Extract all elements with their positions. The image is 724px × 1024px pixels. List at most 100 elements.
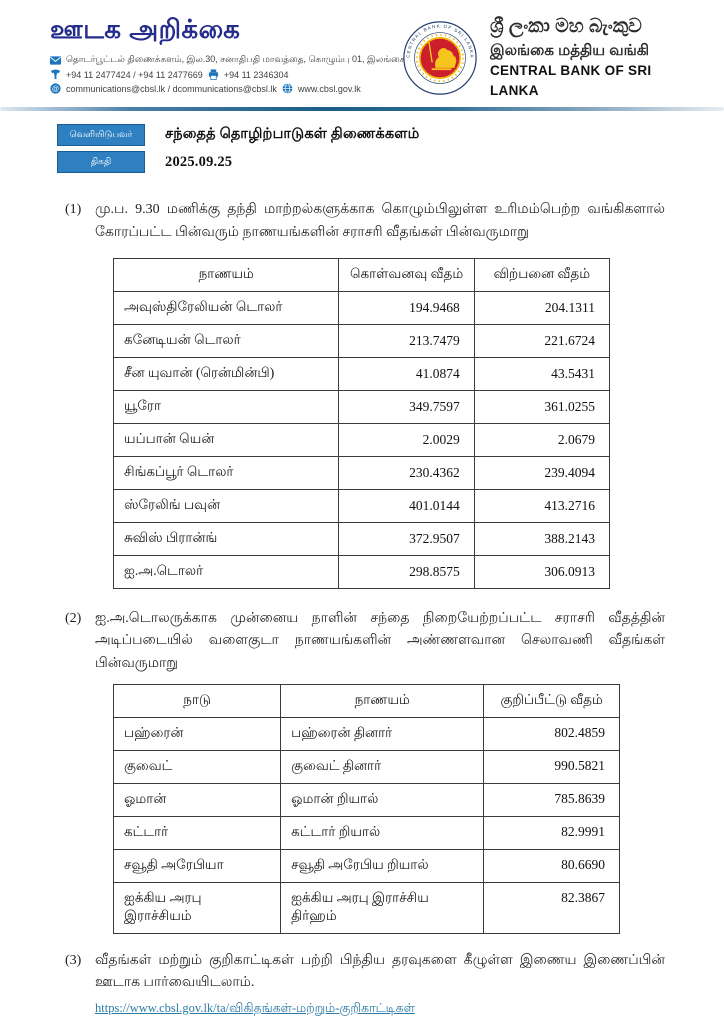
value-cell: 401.0144 [338, 488, 475, 523]
value-cell: பஹ்ரைன் தினார் [280, 717, 485, 752]
table-row: அவுஸ்திரேலியன் டொலர் 194.9468 204.1311 [112, 290, 611, 325]
row-label-cell: சிங்கப்பூர் டொலர் [112, 455, 340, 490]
date-row: திகதி 2025.09.25 [57, 151, 724, 174]
value-cell: 43.5431 [473, 356, 611, 391]
item-number: (1) [65, 202, 82, 218]
globe-icon [282, 83, 293, 94]
value-cell: 2.0029 [338, 422, 475, 457]
value-cell: 80.6690 [483, 849, 620, 884]
row-label-cell: ஐ.அ.டொலர் [112, 554, 340, 589]
value-cell: ஐக்கிய அரபு இராச்சிய திர்ஹம் [280, 882, 485, 935]
value-cell: 2.0679 [473, 422, 611, 457]
rates-indicators-link[interactable]: https://www.cbsl.gov.lk/ta/விகிதங்கள்-மற… [95, 1000, 415, 1015]
table-row: சுவிஸ் பிரான்ங் 372.9507 388.2143 [112, 521, 611, 556]
column-header: கொள்வனவு வீதம் [338, 257, 475, 292]
bank-name-block: ශ්‍රී ලංකා මහ බැංකුව இலங்கை மத்திய வங்கி… [490, 14, 696, 101]
contact-website: www.cbsl.gov.lk [297, 83, 361, 94]
value-cell: 361.0255 [473, 389, 611, 424]
gulf-currencies-table: நாடு நாணயம் குறிப்பீட்டு வீதம் பஹ்ரைன் பஹ்ரை… [112, 684, 620, 935]
release-meta: வெளியிடுபவர் சந்தைத் தொழிற்பாடுகள் திணைக… [57, 124, 724, 174]
envelope-icon [50, 55, 61, 66]
value-cell: கட்டார் றியால் [280, 816, 485, 851]
row-label-cell: ஐக்கிய அரபு இராச்சியம் [112, 882, 282, 935]
row-label-cell: குவைட் [112, 750, 282, 785]
value-cell: 802.4859 [483, 717, 620, 752]
page-header: ஊடக அறிக்கை தொடர்பூட்டல் திணைக்களம், இல.… [0, 0, 724, 101]
paragraph-item-1: (1) மு.ப. 9.30 மணிக்கு தந்தி மாற்றல்களுக… [65, 199, 665, 244]
row-label-cell: யூரோ [112, 389, 340, 424]
row-label-cell: கட்டார் [112, 816, 282, 851]
row-label-cell: கனேடியன் டொலர் [112, 323, 340, 358]
table-row: கட்டார் கட்டார் றியால் 82.9991 [112, 816, 620, 851]
media-release-block: ஊடக அறிக்கை தொடர்பூட்டல் திணைக்களம், இல.… [50, 12, 406, 97]
value-cell: 413.2716 [473, 488, 611, 523]
item-number: (2) [65, 610, 82, 626]
value-cell: 372.9507 [338, 521, 475, 556]
item-text: மு.ப. 9.30 மணிக்கு தந்தி மாற்றல்களுக்காக… [95, 202, 665, 240]
row-label-cell: பஹ்ரைன் [112, 717, 282, 752]
value-cell: 239.4094 [473, 455, 611, 490]
item-text-body: வீதங்கள் மற்றும் குறிகாட்டிகள் பற்றி பிந… [95, 953, 665, 991]
table-row: ஓமான் ஓமான் றியால் 785.8639 [112, 783, 620, 818]
paragraph-item-2: (2) ஐ.அ.டொலருக்காக முன்னைய நாளின் சந்தை … [65, 608, 665, 675]
value-cell: 990.5821 [483, 750, 620, 785]
value-cell: 221.6724 [473, 323, 611, 358]
table-row: யூரோ 349.7597 361.0255 [112, 389, 611, 424]
column-header: நாணயம் [280, 684, 485, 719]
value-cell: 306.0913 [473, 554, 611, 589]
contact-emails: communications@cbsl.lk / dcommunications… [66, 83, 277, 94]
column-header: விற்பனை வீதம் [473, 257, 611, 292]
phone-icon [50, 69, 61, 80]
date-label-badge: திகதி [57, 151, 145, 174]
value-cell: 194.9468 [338, 290, 475, 325]
table-row: சீன யுவான் (ரென்மின்பி) 41.0874 43.5431 [112, 356, 611, 391]
value-cell: சவூதி அரேபிய றியால் [280, 849, 485, 884]
contact-phones: +94 11 2477424 / +94 11 2477669 [66, 69, 203, 80]
table-row: சிங்கப்பூர் டொலர் 230.4362 239.4094 [112, 455, 611, 490]
publisher-value: சந்தைத் தொழிற்பாடுகள் திணைக்களம் [165, 126, 420, 143]
column-header: குறிப்பீட்டு வீதம் [483, 684, 620, 719]
publisher-row: வெளியிடுபவர் சந்தைத் தொழிற்பாடுகள் திணைக… [57, 124, 724, 147]
item-number: (3) [65, 953, 82, 969]
at-sign-icon: @ [50, 83, 61, 94]
value-cell: 204.1311 [473, 290, 611, 325]
lion-emblem [428, 41, 457, 70]
row-label-cell: சுவிஸ் பிரான்ங் [112, 521, 340, 556]
header-divider [0, 107, 724, 112]
value-cell: 213.7479 [338, 323, 475, 358]
table-row: பஹ்ரைன் பஹ்ரைன் தினார் 802.4859 [112, 717, 620, 752]
column-header: நாணயம் [112, 257, 340, 292]
item-text: வீதங்கள் மற்றும் குறிகாட்டிகள் பற்றி பிந… [95, 950, 665, 1020]
value-cell: குவைட் தினார் [280, 750, 485, 785]
value-cell: 349.7597 [338, 389, 475, 424]
table-row: கனேடியன் டொலர் 213.7479 221.6724 [112, 323, 611, 358]
date-value: 2025.09.25 [165, 153, 233, 170]
table-row: ஸ்ரேலிங் பவுன் 401.0144 413.2716 [112, 488, 611, 523]
row-label-cell: சீன யுவான் (ரென்மின்பி) [112, 356, 340, 391]
media-release-title: ஊடக அறிக்கை [50, 14, 241, 44]
value-cell: 82.3867 [483, 882, 620, 935]
contact-email-line: @ communications@cbsl.lk / dcommunicatio… [50, 83, 402, 94]
table-row: சவூதி அரேபியா சவூதி அரேபிய றியால் 80.6690 [112, 849, 620, 884]
row-label-cell: யப்பான் யென் [112, 422, 340, 457]
table-header-row: நாடு நாணயம் குறிப்பீட்டு வீதம் [112, 684, 620, 719]
value-cell: 82.9991 [483, 816, 620, 851]
bank-identity-block: CENTRAL BANK OF SRI LANKA ශ්‍රී ලංකා මහ … [402, 14, 696, 101]
table-header-row: நாணயம் கொள்வனவு வீதம் விற்பனை வீதம் [112, 257, 611, 292]
column-header: நாடு [112, 684, 282, 719]
bank-name-english: CENTRAL BANK OF SRI LANKA [490, 62, 652, 98]
contact-phone-line: +94 11 2477424 / +94 11 2477669 +94 11 2… [50, 69, 402, 80]
row-label-cell: சவூதி அரேபியா [112, 849, 282, 884]
value-cell: 41.0874 [338, 356, 475, 391]
table-row: குவைட் குவைட் தினார் 990.5821 [112, 750, 620, 785]
bank-name-tamil: இலங்கை மத்திய வங்கி [490, 41, 650, 59]
value-cell: 388.2143 [473, 521, 611, 556]
contact-fax: +94 11 2346304 [223, 69, 289, 80]
row-label-cell: ஸ்ரேலிங் பவுன் [112, 488, 340, 523]
contact-address: தொடர்பூட்டல் திணைக்களம், இல.30, சனாதிபதி… [66, 54, 406, 64]
row-label-cell: அவுஸ்திரேலியன் டொலர் [112, 290, 340, 325]
contact-address-line: தொடர்பூட்டல் திணைக்களம், இல.30, சனாதிபதி… [50, 54, 406, 66]
item-text: ஐ.அ.டொலருக்காக முன்னைய நாளின் சந்தை நிறை… [95, 610, 665, 671]
bank-seal-logo: CENTRAL BANK OF SRI LANKA [402, 20, 478, 96]
